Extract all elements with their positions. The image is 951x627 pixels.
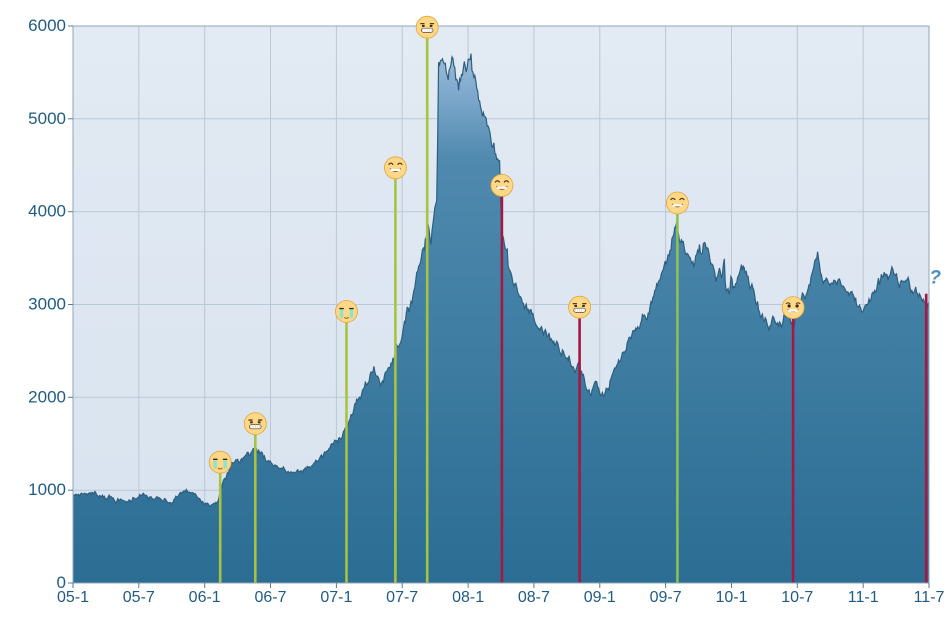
svg-text:07-7: 07-7: [386, 589, 418, 606]
svg-text:1000: 1000: [28, 480, 66, 499]
svg-text:2000: 2000: [28, 387, 66, 406]
svg-text:4000: 4000: [28, 202, 66, 221]
svg-text:?: ?: [929, 268, 941, 289]
svg-text:10-1: 10-1: [715, 589, 747, 606]
svg-text:08-1: 08-1: [452, 589, 484, 606]
svg-text:06-1: 06-1: [189, 589, 221, 606]
svg-text:09-7: 09-7: [650, 589, 682, 606]
svg-text:6000: 6000: [28, 16, 66, 35]
svg-text:07-1: 07-1: [320, 589, 352, 606]
svg-text:08-7: 08-7: [518, 589, 550, 606]
svg-text:05-7: 05-7: [123, 589, 155, 606]
svg-text:05-1: 05-1: [57, 589, 89, 606]
svg-text:11-7: 11-7: [914, 589, 945, 606]
svg-text:3000: 3000: [28, 295, 66, 314]
svg-text:06-7: 06-7: [254, 589, 286, 606]
svg-text:10-7: 10-7: [781, 589, 813, 606]
svg-text:11-1: 11-1: [848, 589, 879, 606]
svg-text:09-1: 09-1: [584, 589, 616, 606]
svg-text:5000: 5000: [28, 109, 66, 128]
